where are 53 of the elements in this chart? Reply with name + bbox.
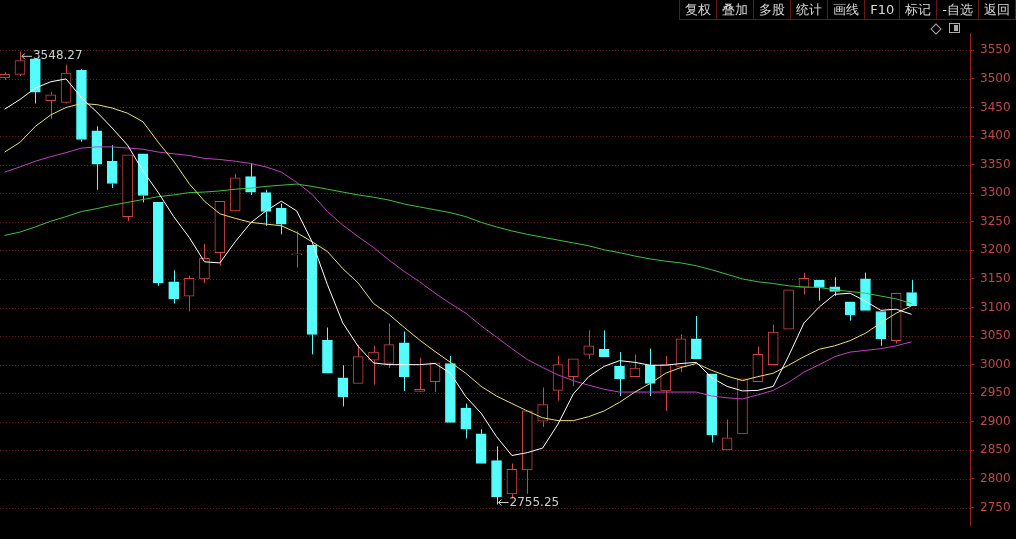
candlestick xyxy=(814,279,825,302)
candlestick xyxy=(291,230,303,268)
candlestick xyxy=(414,357,425,392)
text: 画线 xyxy=(828,0,866,19)
y-tick-label: 3000 xyxy=(980,356,1011,371)
candlestick xyxy=(106,144,118,189)
y-tick-label: 3100 xyxy=(980,299,1011,314)
candlestick xyxy=(691,315,702,360)
candlestick xyxy=(30,58,41,104)
text: 标记 xyxy=(900,0,938,19)
candlestick xyxy=(860,272,871,311)
candlestick xyxy=(337,364,349,407)
y-tick-label: 3500 xyxy=(980,71,1011,86)
y-tick-label: 2750 xyxy=(980,499,1011,514)
candlestick xyxy=(383,323,395,369)
y-tick-label: 2850 xyxy=(980,442,1011,457)
y-tick-label: 2900 xyxy=(980,413,1011,428)
y-tick-label: 3400 xyxy=(980,128,1011,143)
candlestick xyxy=(767,324,779,365)
annotation: 2755.25 xyxy=(509,494,560,509)
candlestick xyxy=(660,355,671,412)
text: 复权 xyxy=(680,0,718,19)
text: 多股 xyxy=(754,0,792,19)
candlestick xyxy=(398,331,410,392)
candlestick xyxy=(199,243,210,284)
annotation: 3548.27 xyxy=(32,48,83,63)
candlestick xyxy=(45,91,57,120)
candlestick xyxy=(706,373,718,443)
candlestick xyxy=(168,269,180,304)
text: 返回 xyxy=(979,0,1016,19)
text: 叠加 xyxy=(717,0,755,19)
candlestick xyxy=(890,292,902,344)
text: F10 xyxy=(865,0,901,19)
candlestick xyxy=(552,355,564,402)
y-tick-label: 3300 xyxy=(980,185,1011,200)
y-tick-label: 3550 xyxy=(980,42,1011,57)
candlestick xyxy=(644,348,656,397)
text: 统计 xyxy=(791,0,829,19)
candlestick xyxy=(521,410,533,495)
candlestick xyxy=(76,70,87,143)
y-tick-label: 2950 xyxy=(980,385,1011,400)
candlestick xyxy=(491,445,502,506)
candlestick xyxy=(183,275,195,312)
y-tick-label: 3450 xyxy=(980,99,1011,114)
y-tick-label: 3150 xyxy=(980,271,1011,286)
candlestick xyxy=(322,327,333,374)
y-tick-label: 3200 xyxy=(980,242,1011,257)
y-tick-label: 3250 xyxy=(980,213,1011,228)
y-tick-label: 3050 xyxy=(980,328,1011,343)
y-tick-label: 2800 xyxy=(980,471,1011,486)
candlestick xyxy=(153,202,164,287)
y-tick-label: 3350 xyxy=(980,156,1011,171)
text: -自选 xyxy=(937,0,979,19)
